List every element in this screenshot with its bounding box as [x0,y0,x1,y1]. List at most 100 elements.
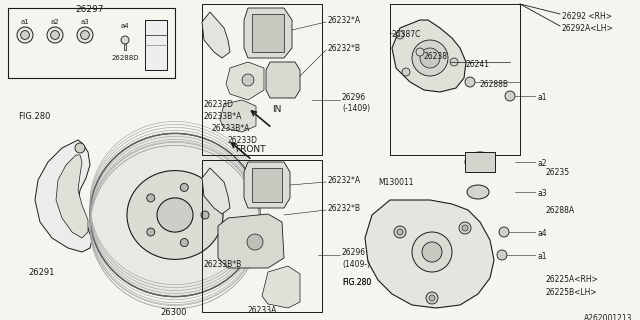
Circle shape [402,68,410,76]
Polygon shape [244,162,290,208]
Text: M130011: M130011 [378,178,413,187]
Circle shape [147,194,155,202]
Text: 26232*B: 26232*B [327,44,360,53]
Text: 26233B*B: 26233B*B [203,260,241,269]
Circle shape [420,48,440,68]
Text: FIG.280: FIG.280 [18,112,51,121]
Circle shape [450,58,458,66]
Circle shape [396,31,404,39]
Circle shape [429,295,435,301]
Circle shape [77,27,93,43]
Circle shape [242,74,254,86]
Text: 26296: 26296 [342,248,366,257]
Polygon shape [35,140,92,252]
Text: 26225B<LH>: 26225B<LH> [545,288,596,297]
Text: a4: a4 [537,229,547,238]
Text: A262001213: A262001213 [584,314,632,320]
Circle shape [497,250,507,260]
Text: a3: a3 [81,19,90,25]
Text: 26233D: 26233D [203,100,233,109]
Text: 26232*A: 26232*A [327,176,360,185]
Ellipse shape [90,133,260,297]
Polygon shape [244,8,292,58]
Circle shape [416,48,424,56]
Text: 26292 <RH>: 26292 <RH> [562,12,612,21]
Text: 26296: 26296 [342,93,366,102]
Circle shape [121,36,129,44]
Text: 26232*B: 26232*B [327,204,360,213]
Ellipse shape [465,152,495,172]
Ellipse shape [127,171,223,260]
Circle shape [75,143,85,153]
Text: a1: a1 [537,252,547,261]
Ellipse shape [467,185,489,199]
Circle shape [422,242,442,262]
Text: a3: a3 [537,189,547,198]
Polygon shape [262,266,300,308]
Bar [252,168,282,202]
Circle shape [20,31,29,39]
Bar [145,20,167,70]
Polygon shape [202,168,230,214]
Polygon shape [220,100,256,132]
Bar [202,4,322,155]
Circle shape [180,183,188,191]
Bar [465,152,495,172]
Text: a1: a1 [20,19,29,25]
Text: 26241: 26241 [466,60,490,69]
Circle shape [47,27,63,43]
Text: a2: a2 [51,19,60,25]
Circle shape [412,40,448,76]
Circle shape [17,27,33,43]
Text: 26288A: 26288A [545,206,574,215]
Polygon shape [226,62,264,100]
Text: 26387C: 26387C [391,30,420,39]
Circle shape [412,232,452,272]
Text: 26233B*A: 26233B*A [212,124,250,133]
Circle shape [397,229,403,235]
Text: (-1409): (-1409) [342,104,370,113]
Polygon shape [202,12,230,58]
Bar [390,4,520,155]
Text: a2: a2 [537,159,547,168]
Text: FIG.280: FIG.280 [342,278,371,287]
Circle shape [180,239,188,247]
Text: (1409-): (1409-) [342,260,370,269]
Text: FRONT: FRONT [235,145,266,154]
Polygon shape [56,155,88,238]
Text: a1: a1 [537,93,547,102]
Circle shape [426,292,438,304]
Text: FIG.280: FIG.280 [342,278,371,287]
Polygon shape [218,214,284,268]
Text: IN: IN [272,105,282,114]
Circle shape [247,234,263,250]
Text: a4: a4 [121,23,129,29]
Circle shape [201,211,209,219]
Text: 26292A<LH>: 26292A<LH> [562,24,614,33]
Bar [202,160,322,312]
Text: 26233B*A: 26233B*A [203,112,241,121]
Bar [8,8,175,78]
Polygon shape [266,62,300,98]
Text: 26291: 26291 [29,268,55,277]
Polygon shape [365,200,494,308]
Circle shape [505,91,515,101]
Circle shape [394,226,406,238]
Text: 26297: 26297 [76,5,104,14]
Ellipse shape [157,198,193,232]
Text: 26288D: 26288D [111,55,139,61]
Circle shape [81,31,90,39]
Text: 26225A<RH>: 26225A<RH> [545,275,598,284]
Circle shape [462,225,468,231]
Polygon shape [392,20,466,92]
Circle shape [499,227,509,237]
Text: 26233A: 26233A [247,306,276,315]
Circle shape [459,222,471,234]
Bar [124,44,126,50]
Text: 26233D: 26233D [228,136,258,145]
Text: 26288B: 26288B [480,80,509,89]
Circle shape [465,77,475,87]
Text: 26235: 26235 [545,168,569,177]
Circle shape [51,31,60,39]
Bar [252,14,284,52]
